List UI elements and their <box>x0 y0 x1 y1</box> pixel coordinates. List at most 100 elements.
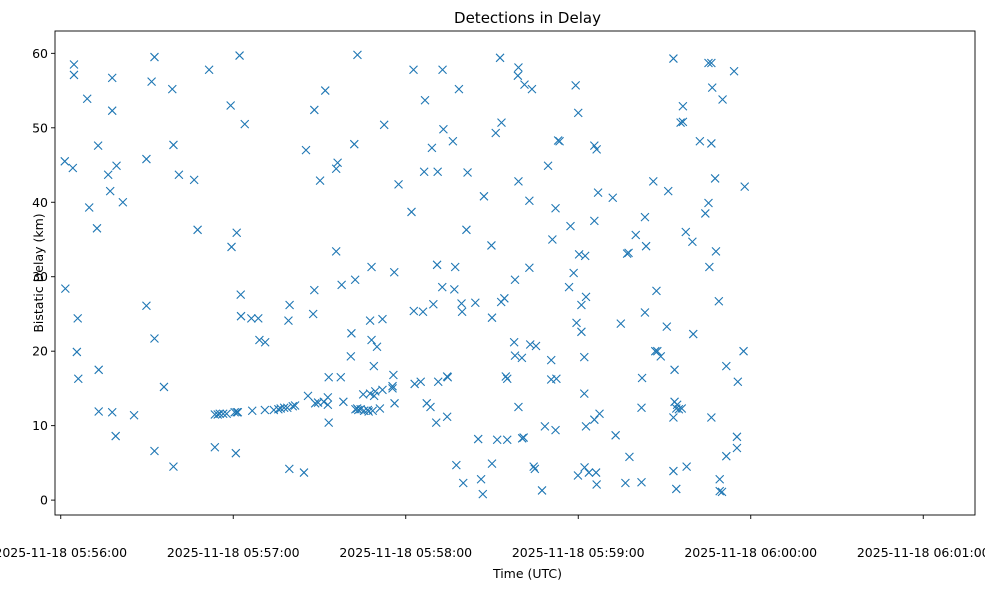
data-point <box>676 118 685 127</box>
data-point <box>543 161 553 171</box>
data-point <box>611 430 621 440</box>
data-point <box>142 154 151 164</box>
data-point <box>222 409 232 419</box>
data-point <box>409 306 419 316</box>
data-point <box>625 452 634 462</box>
data-point <box>315 176 325 186</box>
data-point <box>331 247 341 256</box>
data-point <box>514 402 523 412</box>
data-point <box>448 136 458 146</box>
data-point <box>715 486 725 496</box>
data-point <box>388 384 397 393</box>
data-point <box>442 412 452 422</box>
data-point <box>608 193 618 203</box>
data-point <box>370 387 380 396</box>
data-point <box>733 377 743 387</box>
data-point <box>721 361 731 371</box>
data-point <box>204 65 214 75</box>
data-point <box>112 161 121 171</box>
data-point <box>410 379 420 389</box>
x-tick-label: 2025-11-18 06:01:00 <box>857 545 985 560</box>
data-point <box>105 186 115 196</box>
data-point <box>551 425 560 435</box>
data-point <box>419 167 429 177</box>
data-point <box>299 468 309 477</box>
data-point <box>60 156 70 166</box>
data-point <box>700 209 710 218</box>
data-point <box>581 292 591 302</box>
data-point <box>593 188 603 197</box>
data-point <box>509 337 519 347</box>
data-point <box>580 251 590 261</box>
data-point <box>717 487 727 497</box>
data-point <box>706 139 716 148</box>
data-point <box>230 407 240 417</box>
y-tick-label: 60 <box>32 46 48 61</box>
data-point <box>338 397 348 407</box>
data-point <box>592 480 602 489</box>
y-tick-label: 0 <box>40 493 48 508</box>
data-point <box>169 140 178 150</box>
data-point <box>324 418 334 428</box>
data-point <box>93 141 103 151</box>
data-point <box>517 353 527 363</box>
data-point <box>388 381 397 391</box>
data-point <box>592 145 602 154</box>
data-point <box>681 227 691 237</box>
data-point <box>663 186 673 196</box>
data-point <box>426 402 435 412</box>
data-point <box>174 170 184 180</box>
data-point <box>514 177 523 186</box>
data-point <box>527 84 537 94</box>
data-point <box>569 268 579 278</box>
data-point <box>458 478 468 488</box>
data-point <box>129 410 139 420</box>
data-point <box>253 314 263 323</box>
data-point <box>669 466 678 476</box>
data-point <box>142 301 151 311</box>
data-point <box>439 124 448 134</box>
data-point <box>502 374 512 384</box>
data-point <box>94 365 104 375</box>
data-point <box>324 372 334 382</box>
data-point <box>451 460 461 470</box>
data-point <box>669 413 678 422</box>
data-point <box>547 235 557 244</box>
data-point <box>682 462 692 471</box>
data-point <box>227 242 236 252</box>
data-point <box>107 73 117 83</box>
data-point <box>369 361 379 371</box>
data-point <box>457 299 466 308</box>
data-point <box>573 471 583 480</box>
data-point <box>73 314 83 323</box>
data-point <box>637 477 646 487</box>
data-point <box>433 377 443 387</box>
data-point <box>740 182 750 192</box>
data-point <box>564 282 574 292</box>
data-point <box>581 422 591 431</box>
data-point <box>353 50 362 60</box>
data-point <box>215 409 225 419</box>
data-point <box>616 319 626 329</box>
data-point <box>637 373 647 383</box>
data-point <box>572 318 581 328</box>
data-point <box>337 280 347 290</box>
data-point <box>147 77 156 87</box>
data-point <box>365 316 375 326</box>
data-point <box>82 94 92 104</box>
data-point <box>707 83 717 92</box>
data-point <box>524 263 534 273</box>
data-point <box>641 241 651 251</box>
data-point <box>706 58 716 68</box>
data-point <box>674 404 684 414</box>
data-points <box>60 50 750 499</box>
data-point <box>284 316 293 326</box>
data-point <box>390 398 399 408</box>
data-point <box>336 372 346 382</box>
data-point <box>704 198 713 208</box>
data-point <box>169 462 178 471</box>
data-point <box>677 404 687 413</box>
data-point <box>566 221 575 231</box>
data-point <box>525 340 535 349</box>
y-tick-label: 30 <box>32 269 48 284</box>
